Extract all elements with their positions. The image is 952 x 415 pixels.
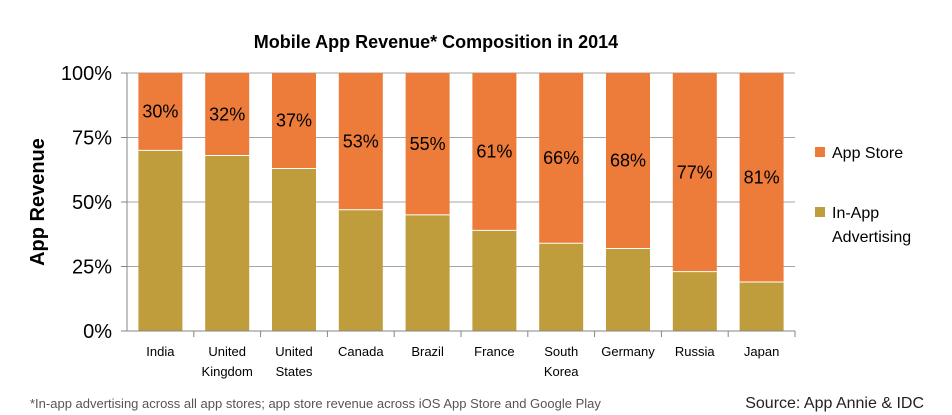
x-tick-label: Korea bbox=[544, 364, 579, 379]
bar-segment bbox=[338, 73, 383, 210]
y-tick-label: 0% bbox=[83, 321, 112, 343]
bar-segment bbox=[739, 281, 784, 331]
x-tick-label: United bbox=[275, 344, 313, 359]
bar-segment bbox=[138, 150, 183, 331]
footnote: *In-app advertising across all app store… bbox=[30, 396, 601, 411]
legend-swatch bbox=[815, 147, 825, 157]
x-tick-label: Kingdom bbox=[202, 364, 253, 379]
data-label: 30% bbox=[142, 102, 178, 122]
data-label: 61% bbox=[476, 142, 512, 162]
x-tick-label: Brazil bbox=[411, 344, 444, 359]
y-tick-label: 50% bbox=[72, 192, 112, 214]
data-label: 68% bbox=[610, 151, 646, 171]
legend-label: App Store bbox=[832, 145, 903, 162]
x-tick-label: Germany bbox=[601, 344, 655, 359]
bar-segment bbox=[606, 248, 650, 331]
axes bbox=[126, 73, 795, 332]
x-tick-label: France bbox=[474, 344, 514, 359]
bar-segment bbox=[539, 243, 584, 331]
x-tick-label: South bbox=[544, 344, 578, 359]
y-axis-label: App Revenue bbox=[27, 138, 49, 266]
bar-segment bbox=[405, 214, 450, 331]
data-label: 77% bbox=[677, 162, 713, 182]
x-tick-label: United bbox=[208, 344, 246, 359]
data-label: 53% bbox=[343, 131, 379, 151]
bar-segment bbox=[606, 73, 650, 249]
x-tick-label: Russia bbox=[675, 344, 716, 359]
bar-segment bbox=[272, 168, 316, 331]
x-tick-label: Canada bbox=[338, 344, 384, 359]
bar-segment bbox=[672, 271, 717, 331]
bar-segment bbox=[672, 73, 717, 272]
x-tick-label: India bbox=[146, 344, 175, 359]
legend-swatch bbox=[815, 207, 825, 217]
bar-segment bbox=[405, 73, 450, 215]
bar-segment bbox=[739, 73, 784, 282]
chart-title: Mobile App Revenue* Composition in 2014 bbox=[254, 32, 618, 52]
x-tick-labels: India United Kingdom United States Canada Braz… bbox=[146, 344, 779, 379]
bar-segment bbox=[472, 230, 517, 331]
y-tick-label: 25% bbox=[72, 257, 112, 279]
bars bbox=[138, 73, 784, 331]
bar-segment bbox=[539, 73, 584, 244]
data-label: 37% bbox=[276, 111, 312, 131]
data-label: 66% bbox=[543, 148, 579, 168]
legend: App Store In-App Advertising bbox=[815, 145, 911, 246]
data-label: 81% bbox=[744, 167, 780, 187]
bar-segment bbox=[338, 209, 383, 331]
source-note: Source: App Annie & IDC bbox=[745, 395, 924, 412]
data-label: 32% bbox=[209, 104, 245, 124]
bar-segment bbox=[272, 73, 316, 169]
y-tick-label: 75% bbox=[72, 128, 112, 150]
x-tick-label: States bbox=[276, 364, 313, 379]
y-tick-labels: 0% 25% 50% 75% 100% bbox=[61, 63, 112, 343]
x-tick-label: Japan bbox=[744, 344, 779, 359]
data-label: 55% bbox=[410, 134, 446, 154]
bar-segment bbox=[472, 73, 517, 231]
legend-label: In-App bbox=[832, 205, 879, 222]
bar-segment bbox=[205, 155, 250, 331]
bar-segment bbox=[205, 73, 250, 156]
y-tick-label: 100% bbox=[61, 63, 112, 85]
legend-label: Advertising bbox=[832, 229, 911, 246]
data-labels: 30% 32% 37% 53% 55% 61% 66% 68% 77% 81% bbox=[142, 102, 779, 188]
bar-segment bbox=[138, 73, 183, 151]
